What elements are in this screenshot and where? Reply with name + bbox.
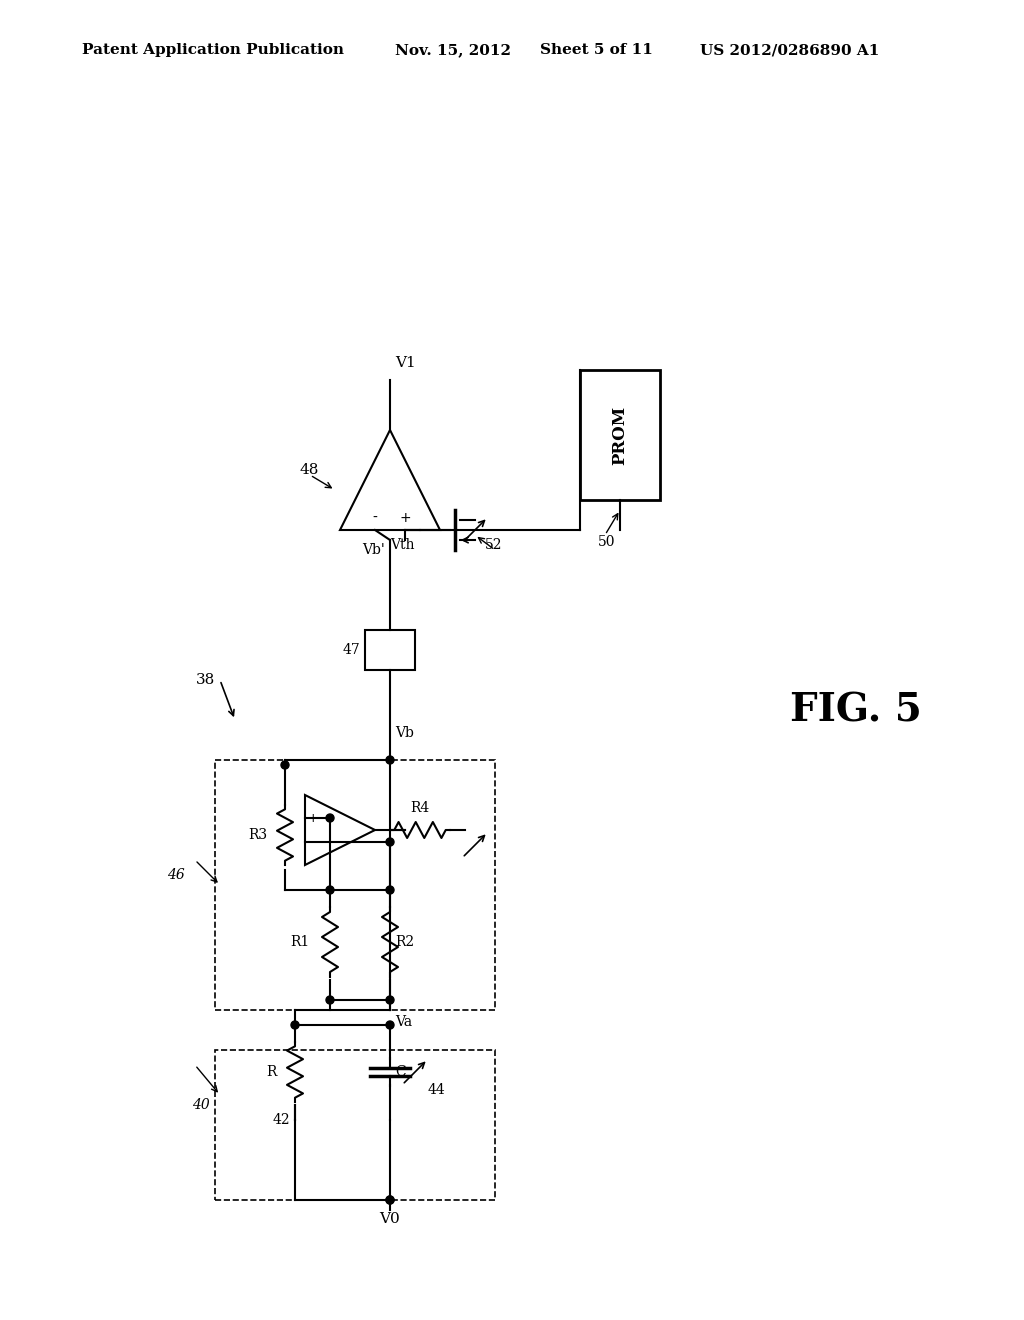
Text: 47: 47 <box>342 643 360 657</box>
Text: Sheet 5 of 11: Sheet 5 of 11 <box>540 44 653 57</box>
Circle shape <box>386 838 394 846</box>
Text: V1: V1 <box>395 356 416 370</box>
Text: Vth: Vth <box>390 539 415 552</box>
Text: R: R <box>266 1065 278 1078</box>
Text: 50: 50 <box>597 535 615 549</box>
Circle shape <box>326 814 334 822</box>
Text: 38: 38 <box>196 673 215 686</box>
Circle shape <box>326 997 334 1005</box>
Text: C: C <box>395 1065 406 1078</box>
Bar <box>215 1049 495 1200</box>
Text: Nov. 15, 2012: Nov. 15, 2012 <box>395 44 511 57</box>
Bar <box>215 760 495 1010</box>
Text: +: + <box>307 812 318 825</box>
Circle shape <box>386 1196 394 1204</box>
Text: Va: Va <box>395 1015 412 1030</box>
Bar <box>580 370 660 500</box>
Text: +: + <box>399 511 411 525</box>
Circle shape <box>386 756 394 764</box>
Circle shape <box>291 1020 299 1030</box>
Circle shape <box>281 762 289 770</box>
Text: 48: 48 <box>300 463 319 477</box>
Text: 40: 40 <box>193 1098 210 1111</box>
Text: -: - <box>310 836 315 849</box>
Text: 52: 52 <box>485 539 503 552</box>
Text: R3: R3 <box>248 828 267 842</box>
Text: PROM: PROM <box>611 405 629 465</box>
Text: Vb': Vb' <box>362 543 385 557</box>
Text: Patent Application Publication: Patent Application Publication <box>82 44 344 57</box>
Text: V0: V0 <box>380 1212 400 1226</box>
Circle shape <box>386 1020 394 1030</box>
Circle shape <box>386 886 394 894</box>
Text: 42: 42 <box>272 1113 290 1127</box>
Text: R2: R2 <box>395 935 414 949</box>
Circle shape <box>386 997 394 1005</box>
Text: -: - <box>373 511 378 525</box>
Text: US 2012/0286890 A1: US 2012/0286890 A1 <box>700 44 880 57</box>
Text: 46: 46 <box>167 869 185 882</box>
Bar <box>365 630 415 671</box>
Text: Vb: Vb <box>395 726 414 741</box>
Circle shape <box>386 1196 394 1204</box>
Circle shape <box>326 886 334 894</box>
Text: R4: R4 <box>411 801 430 814</box>
Text: 44: 44 <box>428 1082 445 1097</box>
Text: FIG. 5: FIG. 5 <box>790 690 922 729</box>
Text: R1: R1 <box>291 935 310 949</box>
